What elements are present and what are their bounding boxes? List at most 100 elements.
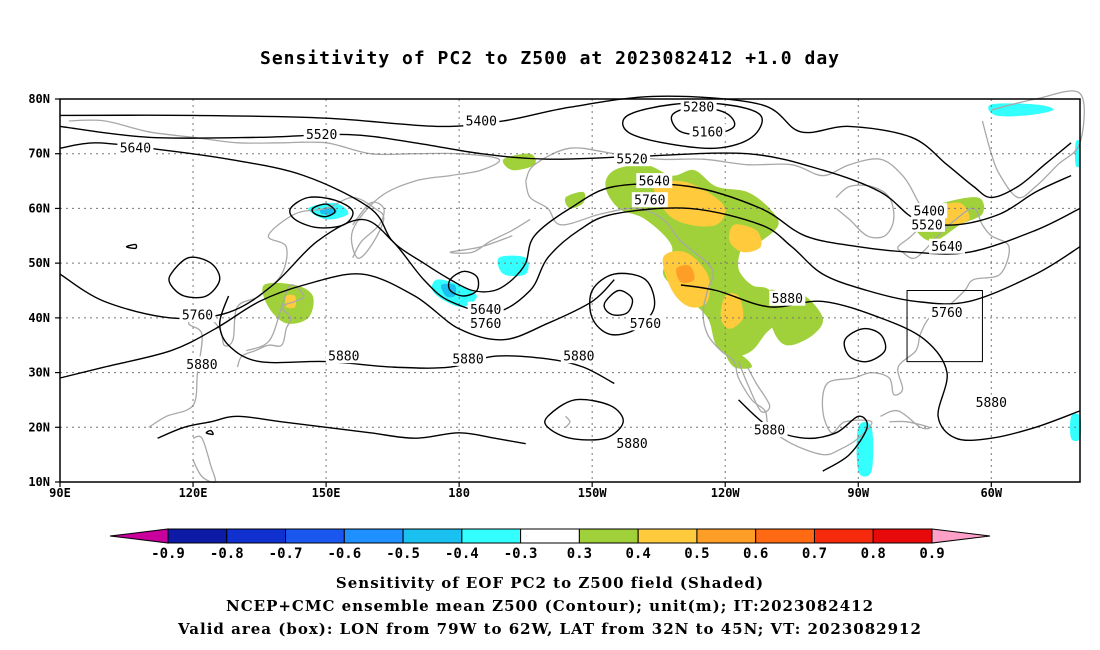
colorbar-box bbox=[696, 528, 757, 544]
contour-label-5400: 5400 bbox=[466, 114, 497, 129]
lon-label-90W: 90W bbox=[847, 486, 869, 500]
contour-label-bg bbox=[911, 203, 948, 219]
colorbar-right-triangle bbox=[931, 528, 991, 544]
sensitivity-shading bbox=[262, 103, 1082, 477]
lon-label-60W: 60W bbox=[980, 486, 1002, 500]
colorbar-box bbox=[461, 528, 522, 544]
contour-label-bg bbox=[769, 290, 806, 306]
contour-label-bg bbox=[928, 238, 965, 254]
contour-label-5280: 5280 bbox=[683, 101, 714, 116]
contour-ring-gulf bbox=[843, 327, 887, 363]
contour-label-5880: 5880 bbox=[754, 424, 785, 439]
valid-area-box-group bbox=[906, 290, 983, 363]
lat-label-60N: 60N bbox=[28, 201, 50, 215]
contour-ring-aleut bbox=[447, 270, 480, 297]
lon-label-120E: 120E bbox=[179, 486, 208, 500]
contour-label-5520: 5520 bbox=[911, 218, 942, 233]
contour-label-bg bbox=[463, 112, 500, 128]
colorbar: -0.9 -0.8 -0.7 -0.6 -0.5 -0.4 -0.3 0.3 0.4 0.5 0.6… bbox=[109, 528, 991, 562]
coast-hawaii bbox=[565, 415, 571, 428]
contour-label-5160: 5160 bbox=[692, 125, 723, 140]
contour-ring-west-pac bbox=[168, 256, 221, 299]
contour-label-bg bbox=[325, 348, 362, 364]
contour-label-bg bbox=[179, 307, 216, 323]
lon-label-150W: 150W bbox=[578, 486, 608, 500]
colorbar-box bbox=[343, 528, 404, 544]
lat-label-10N: 10N bbox=[28, 475, 50, 489]
shade-yellow-japan bbox=[285, 294, 297, 309]
contour-label-5520: 5520 bbox=[616, 153, 647, 168]
contour-label-bg bbox=[117, 140, 154, 156]
chart-title: Sensitivity of PC2 to Z500 at 2023082412… bbox=[259, 48, 840, 69]
colorbar-label: 0.9 bbox=[919, 546, 944, 562]
contour-label-bg bbox=[973, 394, 1010, 410]
colorbar-box bbox=[520, 528, 580, 544]
colorbar-label: -0.5 bbox=[386, 546, 420, 562]
contour-ring-ok bbox=[289, 196, 354, 229]
shade-yellow-west bbox=[720, 293, 744, 329]
colorbar-label: 0.3 bbox=[567, 546, 592, 562]
contour-label-5880: 5880 bbox=[616, 437, 647, 452]
contour-label-bg bbox=[183, 356, 220, 372]
contour-label-bg bbox=[614, 435, 651, 451]
colorbar-label: -0.4 bbox=[445, 546, 479, 562]
coast-japan bbox=[236, 284, 305, 368]
map-frame bbox=[59, 98, 1081, 483]
contour-ring-south-pac bbox=[544, 398, 624, 441]
contour-label-5520: 5520 bbox=[306, 128, 337, 143]
contour-label-5640: 5640 bbox=[639, 175, 670, 190]
contour-label-5760: 5760 bbox=[182, 309, 213, 324]
contour-5400 bbox=[59, 95, 1072, 199]
coast-north-america bbox=[525, 147, 1010, 456]
shade-green-mexico bbox=[724, 350, 753, 369]
contour-label-bg bbox=[303, 126, 340, 142]
contour-label-bg bbox=[467, 315, 504, 331]
colorbar-box bbox=[402, 528, 463, 544]
contour-label-bg bbox=[560, 348, 597, 364]
shade-orange-pnw bbox=[676, 265, 695, 284]
colorbar-label: 0.5 bbox=[684, 546, 709, 562]
contour-label-5640: 5640 bbox=[120, 142, 151, 157]
contour-5640-a bbox=[59, 142, 1081, 293]
colorbar-box bbox=[167, 528, 228, 544]
lat-label-30N: 30N bbox=[28, 366, 50, 380]
contour-label-bg bbox=[680, 99, 717, 115]
contour-label-bg bbox=[909, 216, 945, 232]
lon-label-180: 180 bbox=[448, 486, 470, 500]
coastlines bbox=[68, 90, 1085, 484]
coast-baja bbox=[737, 361, 771, 413]
colorbar-box bbox=[813, 528, 874, 544]
contour-label-bg bbox=[689, 123, 726, 139]
shade-cyan-greenland bbox=[1075, 140, 1081, 168]
contour-label-5760: 5760 bbox=[931, 306, 962, 321]
lat-label-20N: 20N bbox=[28, 420, 50, 434]
coast-greenland bbox=[981, 90, 1085, 199]
coast-hudson bbox=[835, 184, 895, 239]
contour-label-bg bbox=[450, 350, 486, 366]
lat-label-50N: 50N bbox=[28, 256, 50, 270]
coast-alaska-peninsula bbox=[449, 218, 531, 254]
coast-kamchatka bbox=[352, 201, 385, 259]
shade-green-aleut bbox=[564, 191, 586, 209]
contour-label-5880: 5880 bbox=[452, 352, 483, 367]
contour-label-5760: 5760 bbox=[470, 317, 501, 332]
colorbar-label: 0.7 bbox=[802, 546, 827, 562]
contour-label-bg bbox=[614, 151, 651, 167]
contour-label-5880: 5880 bbox=[976, 396, 1007, 411]
contour-label-bg bbox=[467, 301, 504, 317]
contour-label-5400: 5400 bbox=[914, 205, 945, 220]
colorbar-left-triangle bbox=[109, 528, 169, 544]
footer-line-1: Sensitivity of EOF PC2 to Z500 field (Sh… bbox=[335, 574, 765, 592]
contour-label-5760: 5760 bbox=[630, 317, 661, 332]
colorbar-label: -0.3 bbox=[504, 546, 538, 562]
contour-label-5880: 5880 bbox=[186, 358, 217, 373]
colorbar-label: 0.4 bbox=[626, 546, 651, 562]
contour-label-bg bbox=[636, 173, 673, 189]
contour-small-2 bbox=[205, 429, 214, 436]
contour-label-5880: 5880 bbox=[772, 292, 803, 307]
colorbar-box bbox=[637, 528, 698, 544]
contour-ring-ne-pac-inner bbox=[603, 289, 634, 316]
colorbar-box bbox=[578, 528, 639, 544]
